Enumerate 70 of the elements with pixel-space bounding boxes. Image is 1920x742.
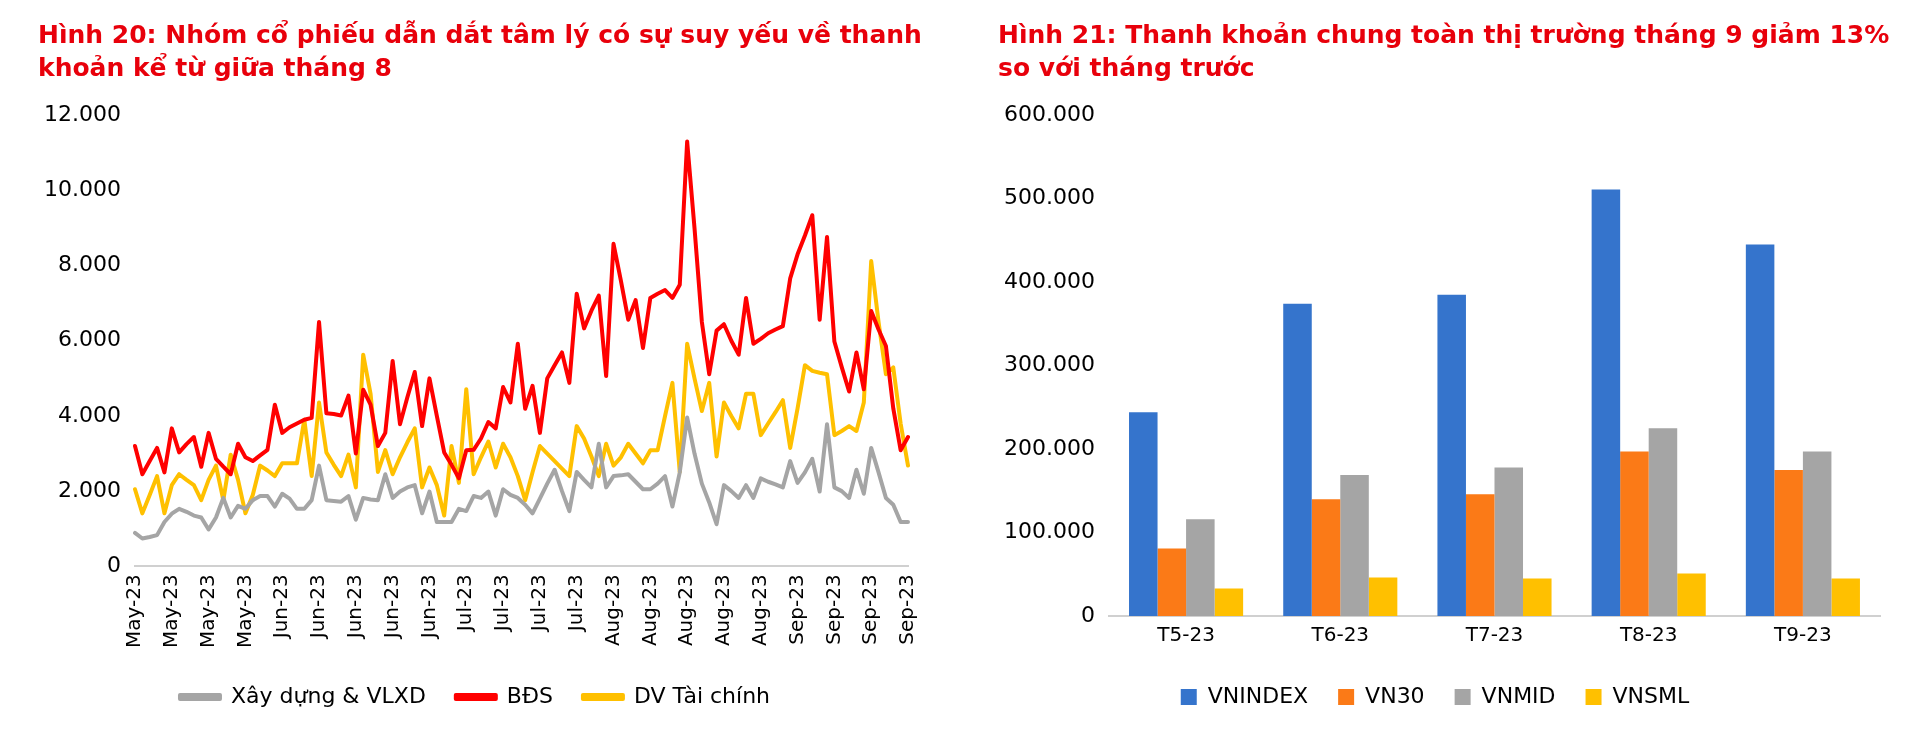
bar: [1437, 294, 1466, 616]
x-tick-label: Jul-23: [526, 574, 551, 634]
bar: [1620, 451, 1649, 616]
legend-label: BĐS: [506, 682, 553, 708]
y-tick-label: 400.000: [1003, 267, 1095, 293]
x-tick-label: T8-23: [1618, 622, 1678, 647]
bar: [1368, 577, 1398, 616]
bar: [1677, 573, 1706, 616]
x-tick-label: Jul-23: [562, 574, 587, 634]
bar: [1648, 428, 1678, 616]
x-tick-label: Sep-23: [783, 574, 808, 645]
x-tick-label: Jun-23: [268, 574, 293, 641]
legend-label: DV Tài chính: [633, 682, 771, 708]
x-tick-label: May-23: [157, 574, 182, 649]
x-tick-label: Aug-23: [746, 574, 771, 647]
legend-label: Xây dựng & VLXD: [230, 682, 426, 708]
bar: [1831, 578, 1860, 616]
legend-label: VN30: [1365, 682, 1425, 708]
x-tick-label: Jun-23: [378, 574, 403, 641]
bar: [1340, 474, 1369, 616]
y-tick-label: 4.000: [57, 401, 121, 427]
y-tick-label: 12.000: [43, 100, 121, 126]
x-tick-label: Jun-23: [415, 574, 440, 641]
x-tick-label: T6-23: [1310, 622, 1370, 647]
y-tick-label: 100.000: [1003, 518, 1095, 544]
x-tick-label: Jul-23: [489, 574, 514, 634]
bar: [1129, 412, 1158, 616]
y-tick-label: 0: [1080, 601, 1095, 627]
bar: [1311, 499, 1341, 616]
x-tick-label: T7-23: [1464, 622, 1524, 647]
y-tick-label: 8.000: [57, 251, 121, 277]
bar: [1214, 588, 1244, 616]
y-tick-label: 10.000: [43, 176, 121, 202]
bar: [1283, 303, 1312, 616]
x-tick-label: Sep-23: [857, 574, 882, 645]
y-tick-label: 600.000: [1003, 100, 1095, 126]
x-tick-label: Jun-23: [305, 574, 330, 641]
bar: [1802, 451, 1832, 616]
y-tick-label: 200.000: [1003, 434, 1095, 460]
bar: [1465, 494, 1495, 616]
x-tick-label: Jul-23: [452, 574, 477, 634]
x-tick-label: May-23: [194, 574, 219, 649]
legend-label: VNINDEX: [1207, 682, 1309, 708]
bar: [1494, 467, 1524, 616]
chart-title: Hình 21: Thanh khoản chung toàn thị trường tháng 9 giảm 13% so với tháng trước: [997, 19, 1891, 84]
x-tick-label: T9-23: [1773, 622, 1832, 647]
y-tick-label: 300.000: [1003, 351, 1095, 377]
x-tick-label: Jun-23: [342, 574, 367, 641]
x-tick-label: May-23: [121, 574, 146, 649]
bar: [1774, 469, 1803, 616]
x-tick-label: Sep-23: [820, 574, 845, 645]
legend-label: VNSML: [1612, 682, 1690, 708]
y-tick-label: 2.000: [57, 476, 121, 502]
y-tick-label: 0: [106, 552, 121, 578]
bar: [1591, 189, 1621, 616]
chart-title: Hình 20: Nhóm cổ phiếu dẫn dắt tâm lý có sự suy yếu về thanh khoản kể từ giữa tháng 8: [37, 19, 923, 84]
bar: [1157, 548, 1187, 616]
y-tick-label: 500.000: [1003, 184, 1095, 210]
bar: [1745, 244, 1775, 616]
x-tick-label: Aug-23: [710, 574, 735, 647]
x-tick-label: May-23: [231, 574, 256, 649]
x-tick-label: Aug-23: [636, 574, 661, 647]
x-tick-label: T5-23: [1156, 622, 1215, 647]
legend-label: VNMID: [1481, 682, 1556, 708]
bar: [1523, 578, 1552, 616]
bar: [1186, 519, 1215, 616]
x-tick-label: Aug-23: [599, 574, 624, 647]
x-tick-label: Sep-23: [894, 574, 919, 645]
y-tick-label: 6.000: [57, 326, 121, 352]
x-tick-label: Aug-23: [673, 574, 698, 647]
